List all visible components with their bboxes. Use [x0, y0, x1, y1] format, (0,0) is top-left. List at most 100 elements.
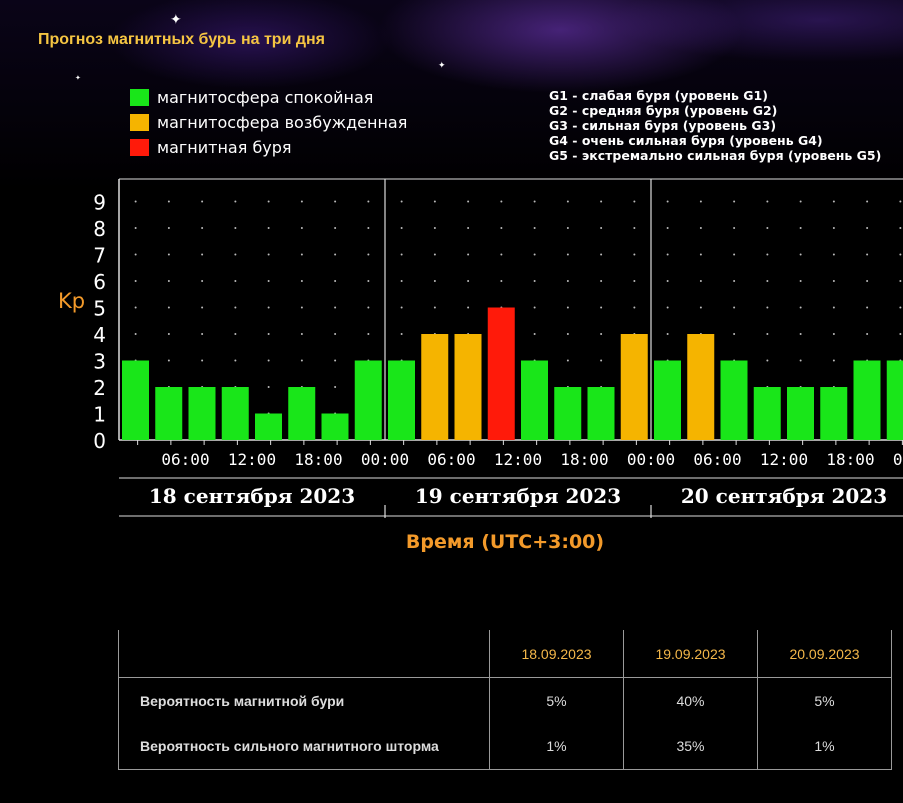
grid-dot [733, 306, 736, 309]
kp-bar-calm [321, 413, 349, 440]
grid-dot [500, 253, 503, 256]
grid-dot [234, 306, 237, 309]
grid-dot [134, 227, 137, 229]
y-tick-label: 7 [93, 244, 106, 268]
grid-dot [500, 227, 503, 229]
grid-dot [201, 200, 204, 203]
grid-dot [267, 227, 270, 229]
grid-dot [832, 359, 835, 362]
grid-dot [234, 333, 237, 335]
grid-dot [134, 200, 137, 203]
grid-dot [201, 306, 204, 309]
x-axis-label: Время (UTC+3:00) [406, 531, 604, 553]
kp-bar-calm [221, 387, 249, 440]
grid-dot [766, 227, 769, 229]
grid-dot [766, 253, 769, 256]
grid-dot [866, 333, 869, 335]
grid-dot [899, 306, 902, 309]
grid-dot [633, 280, 636, 282]
kp-bar-calm [587, 387, 615, 440]
grid-dot [600, 253, 603, 256]
y-tick-label: 4 [93, 323, 106, 347]
grid-dot [300, 333, 303, 335]
grid-dot [699, 200, 702, 203]
grid-dot [267, 253, 270, 256]
g-scale-item: G5 - экстремально сильная буря (уровень … [549, 148, 882, 163]
grid-dot [566, 227, 569, 229]
grid-dot [533, 306, 536, 309]
grid-dot [733, 253, 736, 256]
table-cell: 5% [489, 677, 624, 724]
table-date-header: 20.09.2023 [757, 630, 892, 678]
grid-dot [600, 359, 603, 362]
grid-dot [300, 280, 303, 282]
grid-dot [367, 200, 370, 203]
kp-bar-calm [787, 387, 814, 440]
grid-dot [167, 306, 170, 309]
grid-dot [433, 253, 436, 256]
table-cell: 5% [757, 677, 892, 724]
kp-bar-calm [886, 360, 903, 440]
day-label: 18 сентября 2023 [149, 484, 355, 508]
grid-dot [433, 200, 436, 203]
grid-dot [433, 306, 436, 309]
grid-dot [367, 253, 370, 256]
starry-sky-background [0, 0, 903, 190]
grid-dot [467, 200, 470, 203]
grid-dot [733, 227, 736, 229]
kp-bar-calm [753, 387, 781, 440]
y-tick-label: 1 [93, 403, 106, 427]
grid-dot [832, 227, 835, 229]
legend-label: магнитосфера спокойная [157, 87, 374, 107]
grid-dot [267, 359, 270, 362]
grid-dot [400, 253, 403, 256]
y-tick-label: 9 [93, 191, 106, 215]
grid-dot [467, 227, 470, 229]
grid-dot [234, 253, 237, 256]
grid-dot [633, 227, 636, 229]
table-header-row: 18.09.2023 19.09.2023 20.09.2023 [118, 630, 892, 678]
grid-dot [400, 333, 403, 335]
grid-dot [799, 306, 802, 309]
grid-dot [367, 333, 370, 335]
table-row-label: Вероятность сильного магнитного шторма [118, 723, 490, 770]
grid-dot [866, 200, 869, 203]
grid-dot [300, 227, 303, 229]
kp-bar-calm [820, 387, 848, 440]
kp-bar-calm [288, 387, 316, 440]
grid-dot [467, 306, 470, 309]
kp-bar-calm [521, 360, 548, 440]
grid-dot [766, 359, 769, 362]
grid-dot [167, 359, 170, 362]
x-tick-label: 06:00 [427, 450, 475, 469]
grid-dot [201, 333, 204, 335]
grid-dot [334, 227, 337, 229]
grid-dot [666, 227, 669, 229]
grid-dot [832, 200, 835, 203]
grid-dot [832, 280, 835, 282]
grid-dot [400, 280, 403, 282]
grid-dot [566, 280, 569, 282]
grid-dot [167, 200, 170, 203]
star-icon: ✦ [438, 60, 446, 70]
star-icon: ✦ [170, 11, 182, 27]
grid-dot [633, 253, 636, 256]
g-scale-list: G1 - слабая буря (уровень G1) G2 - средн… [549, 88, 881, 163]
grid-dot [566, 200, 569, 203]
grid-dot [201, 227, 204, 229]
grid-dot [799, 227, 802, 229]
grid-dot [666, 253, 669, 256]
table-cell: 35% [623, 723, 758, 770]
grid-dot [633, 306, 636, 309]
grid-dot [566, 306, 569, 309]
grid-dot [467, 280, 470, 282]
grid-dot [267, 333, 270, 335]
x-tick-label: 00:00 [627, 450, 675, 469]
table-cell: 1% [757, 723, 892, 770]
grid-dot [201, 359, 204, 362]
grid-dot [267, 280, 270, 282]
grid-dot [234, 200, 237, 203]
grid-dot [267, 200, 270, 203]
legend-item-calm: магнитосфера спокойная [130, 87, 373, 107]
grid-dot [134, 333, 137, 335]
